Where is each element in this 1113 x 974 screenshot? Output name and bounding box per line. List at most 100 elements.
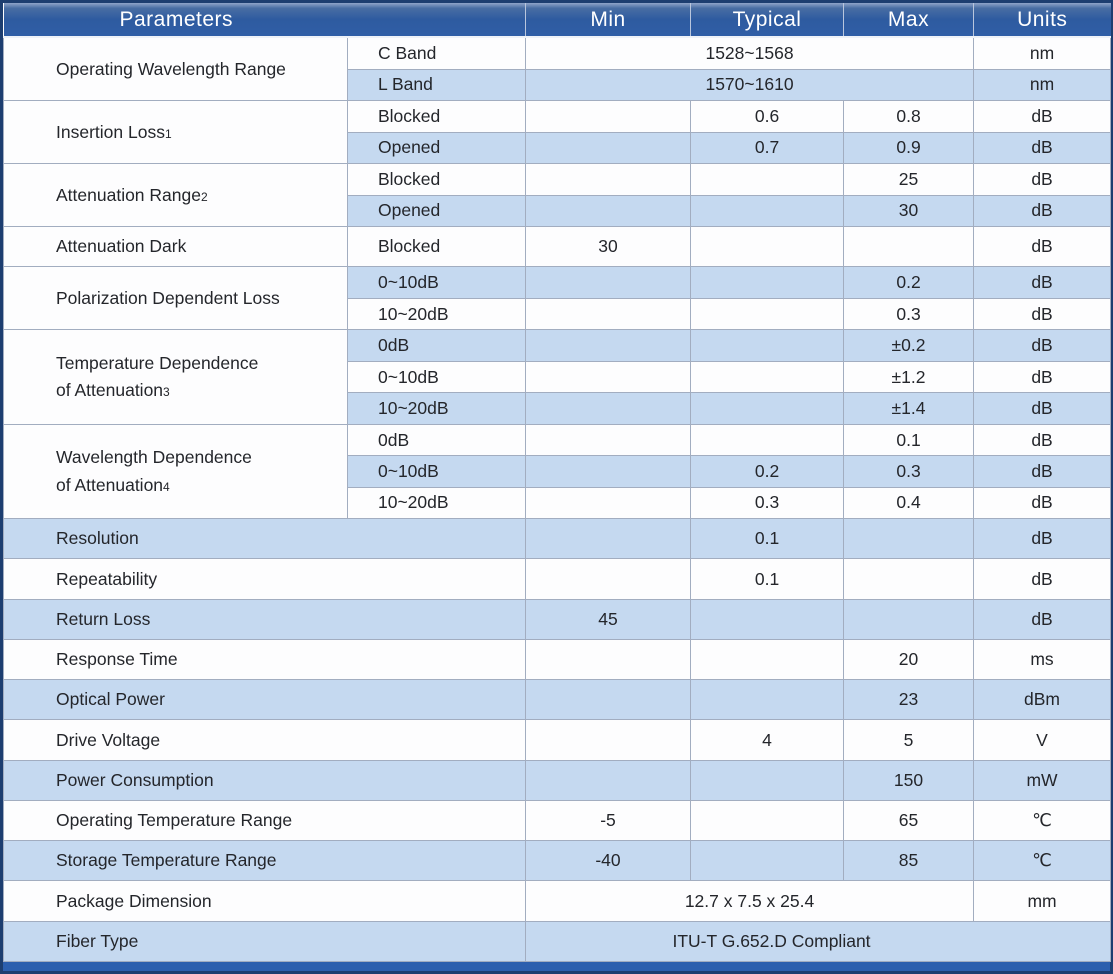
table-row: Repeatability 0.1 dB [2, 558, 1112, 600]
sub-param-cell: 10~20dB [346, 486, 527, 520]
max-cell: 85 [843, 840, 975, 882]
sub-param-cell: L Band [346, 68, 527, 102]
typical-cell [690, 297, 845, 331]
max-cell: ±1.2 [843, 360, 975, 394]
min-cell [525, 266, 692, 299]
typical-cell: 4 [690, 719, 845, 761]
min-cell [525, 455, 692, 488]
sub-param-cell: Blocked [346, 226, 527, 268]
table-row: 0~10dB 0.2 0.3 dB [4, 455, 1112, 488]
param-cell: Insertion Loss1 [3, 100, 348, 165]
max-cell [843, 558, 975, 600]
table-row: L Band 1570~1610 nm [4, 68, 1112, 102]
sub-param-cell: C Band [346, 36, 527, 70]
max-cell: 0.8 [843, 100, 975, 133]
units-cell: V [973, 719, 1112, 761]
max-cell: 0.9 [843, 131, 975, 165]
max-cell: 0.4 [843, 486, 975, 520]
table-row: Fiber Type ITU-T G.652.D Compliant [2, 920, 1112, 963]
param-cell: Temperature Dependence of Attenuation3 [3, 329, 348, 425]
max-cell: 25 [843, 163, 975, 196]
max-cell: 150 [843, 759, 975, 801]
typical-cell [690, 799, 845, 842]
min-cell: 45 [525, 598, 692, 640]
units-cell: dB [973, 486, 1112, 520]
table-row: 10~20dB ±1.4 dB [4, 392, 1112, 425]
footnote-ref: 3 [163, 385, 170, 400]
column-header-max: Max [843, 3, 974, 38]
typical-cell: 0.2 [690, 455, 845, 488]
table-row: Opened 0.7 0.9 dB [4, 131, 1112, 165]
typical-cell [690, 329, 845, 362]
typical-cell [690, 423, 845, 457]
param-cell: Wavelength Dependence of Attenuation4 [3, 423, 348, 520]
param-cell: Response Time [2, 638, 527, 681]
units-cell: dB [973, 194, 1112, 228]
units-cell: dB [973, 329, 1112, 362]
min-cell [525, 392, 692, 425]
param-cell: Resolution [2, 518, 527, 560]
column-header-min: Min [525, 3, 691, 38]
max-cell: 0.3 [843, 297, 975, 331]
units-cell: dB [973, 163, 1112, 196]
min-cell [525, 100, 692, 133]
min-cell [525, 297, 692, 331]
typical-cell [690, 266, 845, 299]
min-cell [525, 638, 692, 681]
max-cell [843, 226, 975, 268]
sub-param-cell: 10~20dB [346, 392, 527, 425]
value-span-cell: 1528~1568 [525, 36, 975, 70]
units-cell: mm [973, 880, 1112, 922]
sub-param-cell: Blocked [346, 100, 527, 133]
typical-cell: 0.1 [690, 558, 845, 600]
table-row: Insertion Loss1 Blocked 0.6 0.8 dB [3, 100, 1112, 165]
max-cell: 0.3 [843, 455, 975, 488]
typical-cell [690, 163, 845, 196]
min-cell [525, 194, 692, 228]
min-cell [525, 163, 692, 196]
typical-cell [690, 598, 845, 640]
table-row: Drive Voltage 4 5 V [2, 719, 1112, 761]
min-cell [525, 486, 692, 520]
param-cell: Optical Power [2, 679, 527, 721]
sub-param-cell: 0~10dB [346, 455, 527, 488]
units-cell: nm [973, 36, 1112, 70]
typical-cell [690, 226, 845, 268]
spec-table-container: Parameters Min Typical Max Units Operati… [2, 3, 1112, 963]
typical-cell [690, 759, 845, 801]
sub-param-cell: Opened [346, 131, 527, 165]
max-cell: 20 [843, 638, 975, 681]
param-cell: Operating Temperature Range [2, 799, 527, 842]
table-row: Opened 30 dB [4, 194, 1112, 228]
table-row: Resolution 0.1 dB [2, 518, 1112, 560]
sub-param-cell: Opened [346, 194, 527, 228]
units-cell: dB [973, 423, 1112, 457]
table-row: Package Dimension 12.7 x 7.5 x 25.4 mm [2, 880, 1112, 922]
column-header-parameters: Parameters [3, 3, 526, 38]
units-cell: ℃ [973, 799, 1112, 842]
table-row: Return Loss 45 dB [2, 598, 1112, 640]
value-span-cell: 12.7 x 7.5 x 25.4 [525, 880, 975, 922]
footnote-ref: 1 [164, 126, 172, 141]
param-cell: Attenuation Range2 [3, 163, 348, 228]
typical-cell: 0.1 [690, 518, 845, 560]
units-cell: ℃ [973, 840, 1112, 882]
param-cell: Fiber Type [2, 920, 527, 963]
footnote-ref: 2 [200, 189, 208, 204]
units-cell: nm [973, 68, 1112, 102]
column-header-units: Units [973, 3, 1111, 38]
max-cell [843, 518, 975, 560]
param-cell: Operating Wavelength Range [3, 36, 348, 102]
min-cell [525, 679, 692, 721]
units-cell: dB [973, 455, 1112, 488]
footnote-ref: 4 [163, 479, 170, 494]
typical-cell [690, 360, 845, 394]
table-row: Power Consumption 150 mW [2, 759, 1112, 801]
spec-table-body: Operating Wavelength Range C Band 1528~156… [2, 36, 1112, 963]
min-cell [525, 719, 692, 761]
max-cell: 23 [843, 679, 975, 721]
bottom-accent-bar [3, 962, 1110, 971]
typical-cell: 0.7 [690, 131, 845, 165]
param-cell: Drive Voltage [2, 719, 527, 761]
